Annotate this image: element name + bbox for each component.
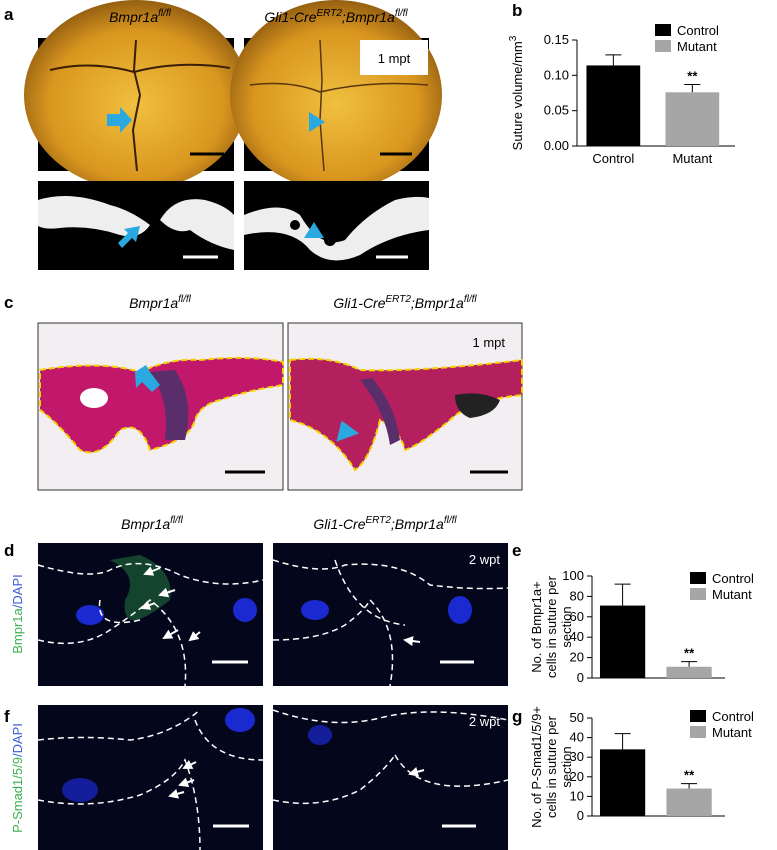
stain-label: P-Smad1/5/9/DAPI bbox=[10, 723, 25, 833]
panel-letter: e bbox=[512, 541, 521, 560]
legend-label: Control bbox=[677, 23, 719, 38]
superscript: fl/fl bbox=[178, 294, 192, 305]
label-part: ;Bmpr1a bbox=[411, 295, 464, 311]
stain-label: Bmpr1a/DAPI bbox=[10, 574, 25, 654]
bar bbox=[586, 65, 641, 146]
legend-label: Control bbox=[712, 709, 754, 724]
genotype-label: Bmpr1afl/fl bbox=[121, 515, 184, 532]
skull-images bbox=[24, 0, 442, 270]
panel-letter: g bbox=[512, 707, 522, 726]
panel-letter: b bbox=[512, 1, 522, 20]
y-tick-label: 0 bbox=[577, 808, 584, 823]
y-axis-label: Suture volume/mm3 bbox=[508, 35, 525, 150]
genotype-label: Gli1-CreERT2;Bmpr1afl/fl bbox=[333, 294, 477, 311]
label-part: P-Smad1/5/9 bbox=[10, 757, 25, 833]
label-part: /DAPI bbox=[10, 723, 25, 757]
significance: ** bbox=[684, 768, 695, 783]
legend-swatch bbox=[690, 726, 706, 738]
genotype-label: Gli1-CreERT2;Bmpr1afl/fl bbox=[264, 8, 408, 25]
genotype-label: Bmpr1afl/fl bbox=[129, 294, 192, 311]
bar bbox=[666, 788, 712, 816]
y-axis-label: No. of Bmpr1a+ bbox=[529, 581, 544, 672]
timepoint-label: 2 wpt bbox=[469, 552, 500, 567]
superscript: fl/fl bbox=[395, 8, 409, 19]
superscript: fl/fl bbox=[464, 294, 478, 305]
bar bbox=[599, 749, 646, 816]
timepoint-label: 1 mpt bbox=[378, 51, 411, 66]
significance: ** bbox=[687, 69, 698, 84]
y-tick-label: 60 bbox=[570, 609, 584, 624]
histology-images bbox=[37, 322, 523, 491]
y-tick-label: 0.05 bbox=[544, 103, 569, 118]
y-axis-label: cells in suture per bbox=[544, 575, 559, 678]
x-tick-label: Mutant bbox=[672, 151, 712, 166]
legend-swatch bbox=[655, 40, 671, 52]
bar bbox=[599, 605, 646, 678]
legend-label: Control bbox=[712, 571, 754, 586]
y-tick-label: 100 bbox=[562, 568, 584, 583]
y-tick-label: 10 bbox=[570, 788, 584, 803]
y-axis-label: section bbox=[559, 746, 574, 787]
genotype-label: Gli1-CreERT2;Bmpr1afl/fl bbox=[313, 515, 457, 532]
label-part: Bmpr1a bbox=[121, 516, 170, 532]
y-tick-label: 40 bbox=[570, 730, 584, 745]
legend-swatch bbox=[690, 588, 706, 600]
panel-letter: c bbox=[4, 293, 13, 312]
bar bbox=[665, 92, 720, 146]
y-tick-label: 0.00 bbox=[544, 138, 569, 153]
superscript: ERT2 bbox=[366, 515, 392, 526]
y-tick-label: 0.15 bbox=[544, 32, 569, 47]
timepoint-label: 1 mpt bbox=[472, 335, 505, 350]
panel-letter: d bbox=[4, 541, 14, 560]
legend-label: Mutant bbox=[712, 587, 752, 602]
panel-letter: a bbox=[4, 5, 14, 24]
significance: ** bbox=[684, 646, 695, 661]
bar bbox=[666, 666, 712, 678]
superscript: fl/fl bbox=[158, 8, 172, 19]
label-part: Bmpr1a bbox=[129, 295, 178, 311]
x-tick-label: Control bbox=[592, 151, 634, 166]
label-part: Gli1-Cre bbox=[264, 9, 316, 25]
label-part: /DAPI bbox=[10, 574, 25, 608]
label-part: Gli1-Cre bbox=[333, 295, 385, 311]
y-tick-label: 40 bbox=[570, 629, 584, 644]
y-axis-label: cells in suture per bbox=[544, 715, 559, 818]
label-part: Bmpr1a bbox=[109, 9, 158, 25]
superscript: ERT2 bbox=[317, 8, 343, 19]
fluorescence-images bbox=[37, 543, 509, 850]
superscript: fl/fl bbox=[170, 515, 184, 526]
legend-label: Mutant bbox=[677, 39, 717, 54]
superscript: fl/fl bbox=[444, 515, 458, 526]
label-part: Suture volume/mm bbox=[510, 41, 525, 150]
y-tick-label: 30 bbox=[570, 749, 584, 764]
label-part: Gli1-Cre bbox=[313, 516, 365, 532]
label-part: Bmpr1a bbox=[10, 607, 25, 653]
legend-label: Mutant bbox=[712, 725, 752, 740]
legend-swatch bbox=[655, 24, 671, 36]
legend-swatch bbox=[690, 572, 706, 584]
y-axis-label: section bbox=[559, 606, 574, 647]
timepoint-label: 2 wpt bbox=[469, 714, 500, 729]
y-tick-label: 80 bbox=[570, 588, 584, 603]
y-tick-label: 20 bbox=[570, 769, 584, 784]
y-tick-label: 20 bbox=[570, 650, 584, 665]
y-tick-label: 50 bbox=[570, 710, 584, 725]
superscript: 3 bbox=[508, 35, 519, 41]
genotype-label: Bmpr1afl/fl bbox=[109, 8, 172, 25]
label-part: ;Bmpr1a bbox=[391, 516, 444, 532]
y-tick-label: 0 bbox=[577, 670, 584, 685]
panel-letter: f bbox=[4, 707, 10, 726]
label-part: ;Bmpr1a bbox=[342, 9, 395, 25]
superscript: ERT2 bbox=[386, 294, 412, 305]
y-tick-label: 0.10 bbox=[544, 67, 569, 82]
y-axis-label: No. of P-Smad1/5/9+ bbox=[529, 706, 544, 828]
legend-swatch bbox=[690, 710, 706, 722]
